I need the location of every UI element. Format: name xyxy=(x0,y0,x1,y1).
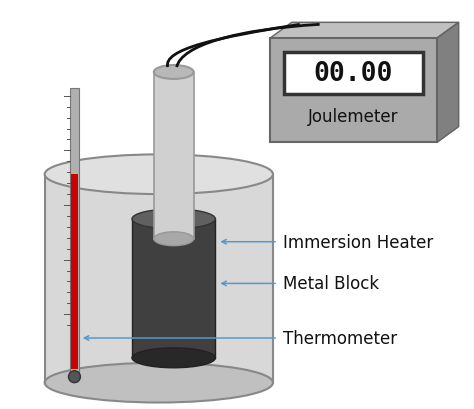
FancyBboxPatch shape xyxy=(270,39,437,143)
Ellipse shape xyxy=(68,371,81,383)
FancyBboxPatch shape xyxy=(45,175,273,383)
Ellipse shape xyxy=(45,155,273,195)
Text: Joulemeter: Joulemeter xyxy=(308,108,399,125)
Text: Thermometer: Thermometer xyxy=(283,329,397,347)
Ellipse shape xyxy=(154,232,193,246)
FancyBboxPatch shape xyxy=(132,219,215,358)
FancyBboxPatch shape xyxy=(154,73,193,239)
Ellipse shape xyxy=(132,348,215,368)
Ellipse shape xyxy=(45,363,273,402)
Text: Metal Block: Metal Block xyxy=(283,275,379,293)
Polygon shape xyxy=(437,23,458,143)
FancyBboxPatch shape xyxy=(71,175,78,369)
Text: 00.00: 00.00 xyxy=(314,61,393,87)
Ellipse shape xyxy=(154,66,193,80)
Polygon shape xyxy=(270,23,458,39)
FancyBboxPatch shape xyxy=(284,53,423,94)
Ellipse shape xyxy=(132,209,215,229)
Text: Immersion Heater: Immersion Heater xyxy=(283,233,433,251)
FancyBboxPatch shape xyxy=(70,89,79,373)
